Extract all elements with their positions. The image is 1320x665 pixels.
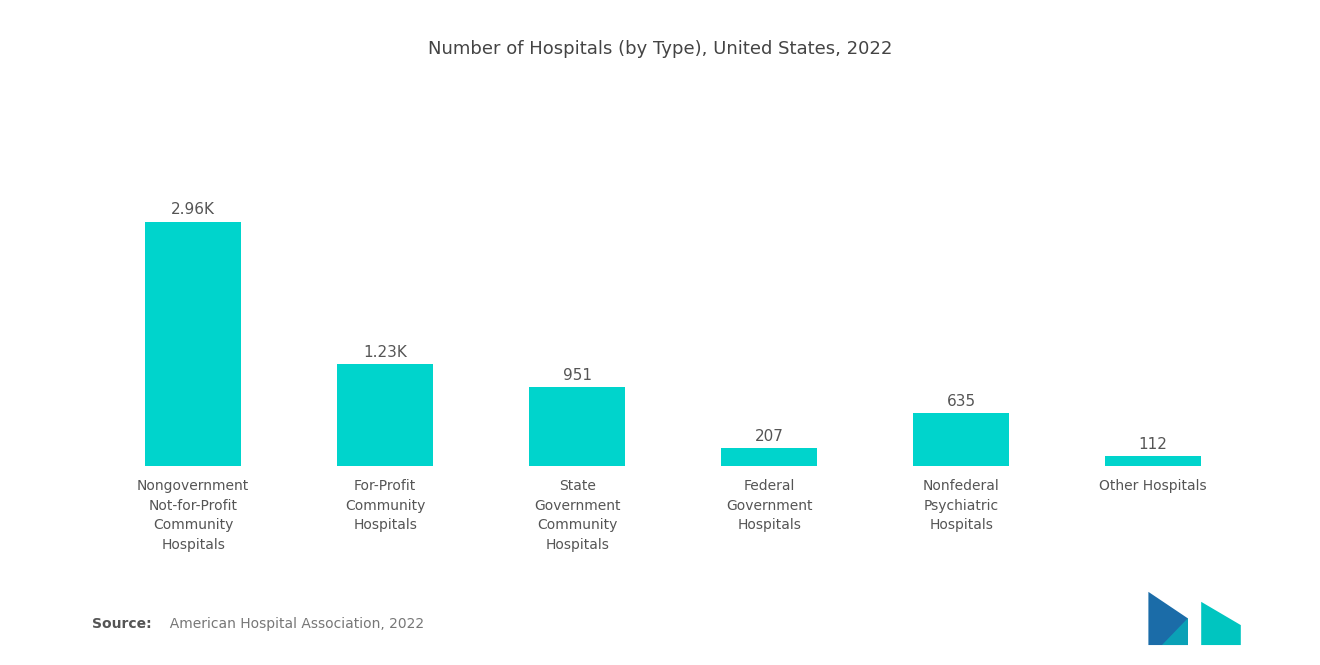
Text: Number of Hospitals (by Type), United States, 2022: Number of Hospitals (by Type), United St… (428, 40, 892, 58)
Polygon shape (1162, 618, 1188, 645)
Bar (913, 413, 1010, 465)
Bar (529, 387, 626, 466)
Bar (1105, 456, 1201, 466)
Text: American Hospital Association, 2022: American Hospital Association, 2022 (161, 617, 424, 632)
Text: 635: 635 (946, 394, 975, 409)
Bar (721, 448, 817, 466)
Text: 112: 112 (1139, 437, 1168, 452)
Bar (337, 364, 433, 465)
Text: 951: 951 (562, 368, 591, 382)
Polygon shape (1201, 602, 1241, 645)
Text: 2.96K: 2.96K (172, 202, 215, 217)
Bar (145, 222, 242, 466)
Text: 207: 207 (755, 429, 784, 444)
Polygon shape (1148, 592, 1188, 645)
Text: Source:: Source: (92, 617, 152, 632)
Text: 1.23K: 1.23K (363, 344, 407, 360)
